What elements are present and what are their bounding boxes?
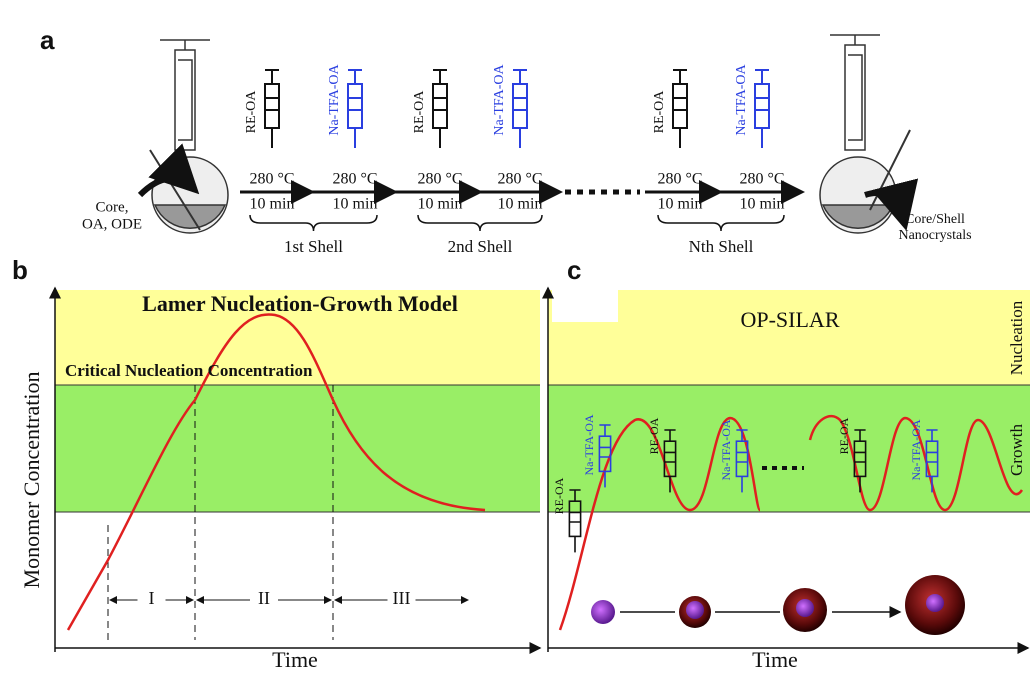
shell-label: 2nd Shell: [448, 237, 513, 256]
reagent-label: Na-TFA-OA: [492, 63, 507, 135]
temperature: 280 °C: [497, 171, 542, 188]
stage-label: I: [149, 588, 155, 608]
panel-b: b Lamer Nucleation-Growth Model Critical…: [12, 255, 540, 672]
reagent-label: Na-TFA-OA: [327, 63, 342, 135]
zone-label: Nucleation: [1007, 300, 1026, 375]
temperature: 280 °C: [417, 171, 462, 188]
syringe: [755, 70, 769, 148]
plunger: [348, 70, 362, 84]
temperature: 280 °C: [332, 171, 377, 188]
syringe: [513, 70, 527, 148]
flask: [820, 35, 910, 233]
barrel: [755, 84, 769, 128]
flask-label: Core,: [96, 199, 129, 215]
stage-label: III: [393, 588, 411, 608]
syringe: [265, 70, 279, 148]
barrel-marks: [755, 98, 769, 110]
nucleation-zone: [548, 290, 1030, 385]
figure: a Core,OA, ODE Core/ShellNanocrystals RE-O…: [0, 0, 1033, 675]
syringe: [348, 70, 362, 148]
barrel-marks: [513, 98, 527, 110]
duration: 10 min: [658, 196, 703, 213]
barrel-marks: [673, 98, 687, 110]
reagent-label: RE-OA: [647, 417, 661, 454]
reagent-label: RE-OA: [837, 417, 851, 454]
plunger: [673, 70, 687, 84]
barrel-marks: [265, 98, 279, 110]
duration: 10 min: [740, 196, 785, 213]
growth-zone: [55, 385, 540, 512]
plunger: [755, 70, 769, 84]
flask: [140, 40, 228, 233]
shell-label: 1st Shell: [284, 237, 343, 256]
threshold-label: Critical Nucleation Concentration: [65, 361, 313, 380]
barrel: [265, 84, 279, 128]
reagent-label: Na-TFA-OA: [582, 414, 596, 475]
stage-label: II: [258, 588, 270, 608]
axis-title: Time: [272, 647, 318, 672]
shell-label: Nth Shell: [689, 237, 754, 256]
panel-label: a: [40, 25, 55, 55]
reagent-label: RE-OA: [244, 90, 259, 134]
reagent-label: Na-TFA-OA: [909, 419, 923, 480]
particles: [591, 575, 965, 635]
syringe: [433, 70, 447, 148]
brace: [658, 215, 784, 231]
flask-label: Nanocrystals: [898, 228, 971, 243]
barrel: [673, 84, 687, 128]
flask-label: OA, ODE: [82, 216, 142, 232]
barrel: [433, 84, 447, 128]
flask-label: Core/Shell: [905, 212, 965, 227]
temperature: 280 °C: [657, 171, 702, 188]
axis-title: Time: [752, 647, 798, 672]
barrel: [348, 84, 362, 128]
patch: [552, 290, 618, 322]
zone-label: Growth: [1007, 424, 1026, 476]
duration: 10 min: [418, 196, 463, 213]
reagent-label: Na-TFA-OA: [734, 63, 749, 135]
brace: [418, 215, 542, 231]
axis-title: Monomer Concentration: [19, 372, 44, 589]
reagent-label: RE-OA: [652, 90, 667, 134]
duration: 10 min: [498, 196, 543, 213]
brace: [250, 215, 377, 231]
plunger: [433, 70, 447, 84]
reagent-label: Na-TFA-OA: [719, 419, 733, 480]
plunger: [513, 70, 527, 84]
plunger: [265, 70, 279, 84]
duration: 10 min: [333, 196, 378, 213]
barrel: [513, 84, 527, 128]
reagent-label: RE-OA: [552, 477, 566, 514]
panel-label: b: [12, 255, 28, 285]
growth-zone: [548, 385, 1030, 512]
barrel-marks: [348, 98, 362, 110]
barrel-marks: [433, 98, 447, 110]
reagent-label: RE-OA: [412, 90, 427, 134]
panel-label: c: [567, 255, 581, 285]
title: Lamer Nucleation-Growth Model: [142, 291, 458, 316]
barrel-marks: [569, 512, 580, 522]
syringe: [673, 70, 687, 148]
title: OP-SILAR: [740, 307, 839, 332]
temperature: 280 °C: [249, 171, 294, 188]
panel-c: c OP-SILAR Time Nucleation Growth RE-OA Na-…: [548, 255, 1030, 672]
temperature: 280 °C: [739, 171, 784, 188]
duration: 10 min: [250, 196, 295, 213]
